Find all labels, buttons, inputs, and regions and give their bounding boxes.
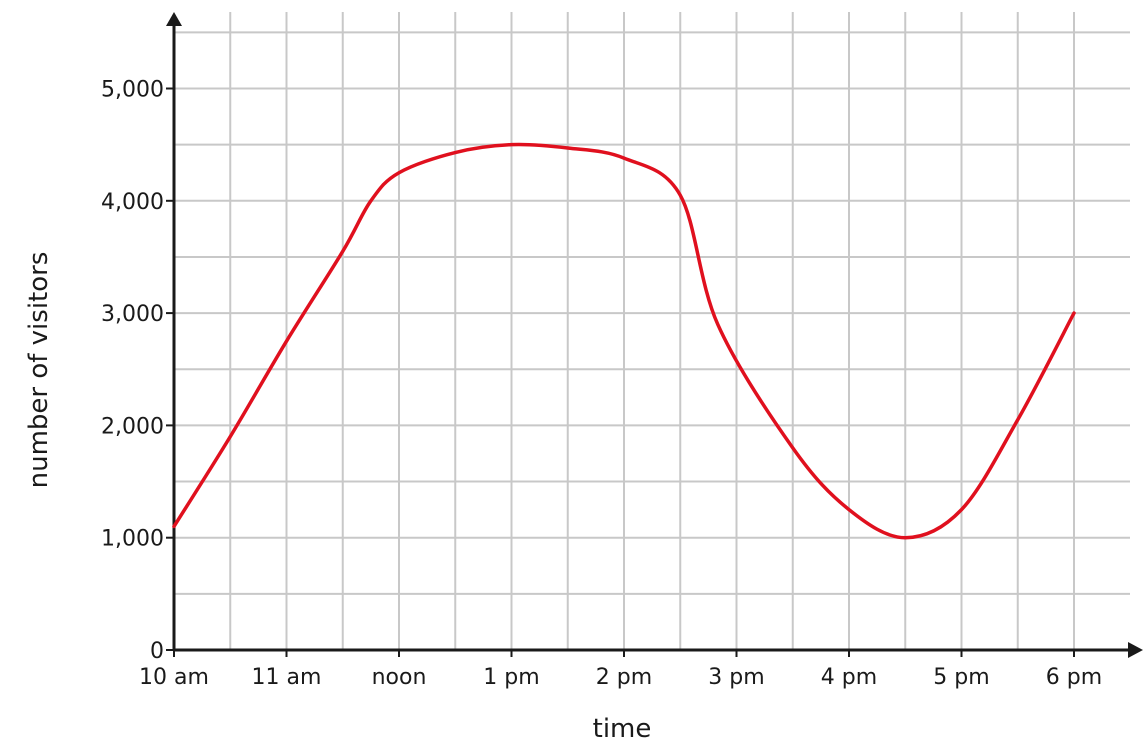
axes <box>166 12 1143 658</box>
x-tick-labels: 10 am 11 am noon 1 pm 2 pm 3 pm 4 pm 5 pm 6 pm <box>139 650 1102 690</box>
grid <box>174 12 1130 650</box>
y-tick-label: 1,000 <box>101 527 164 552</box>
y-axis-title: number of visitors <box>24 252 54 489</box>
y-tick-label: 5,000 <box>101 78 164 103</box>
x-tick-label: 6 pm <box>1046 665 1102 690</box>
x-tick-label: noon <box>372 665 427 690</box>
x-tick-label: 1 pm <box>483 665 539 690</box>
x-tick-label: 2 pm <box>596 665 652 690</box>
y-tick-label: 3,000 <box>101 302 164 327</box>
y-tick-label: 4,000 <box>101 190 164 215</box>
y-axis-arrowhead <box>166 12 182 26</box>
y-tick-label: 2,000 <box>101 414 164 439</box>
x-tick-label: 5 pm <box>933 665 989 690</box>
visitors-line-series <box>172 142 1076 540</box>
x-axis-arrowhead <box>1128 642 1143 658</box>
x-tick-label: 10 am <box>139 665 209 690</box>
x-tick-label: 11 am <box>252 665 322 690</box>
x-tick-label: 4 pm <box>821 665 877 690</box>
x-axis-title: time <box>593 714 652 742</box>
series-layer <box>172 142 1076 540</box>
x-tick-label: 3 pm <box>708 665 764 690</box>
y-tick-label: 0 <box>150 639 164 664</box>
y-tick-labels: 0 1,000 2,000 3,000 4,000 5,000 <box>101 78 174 664</box>
